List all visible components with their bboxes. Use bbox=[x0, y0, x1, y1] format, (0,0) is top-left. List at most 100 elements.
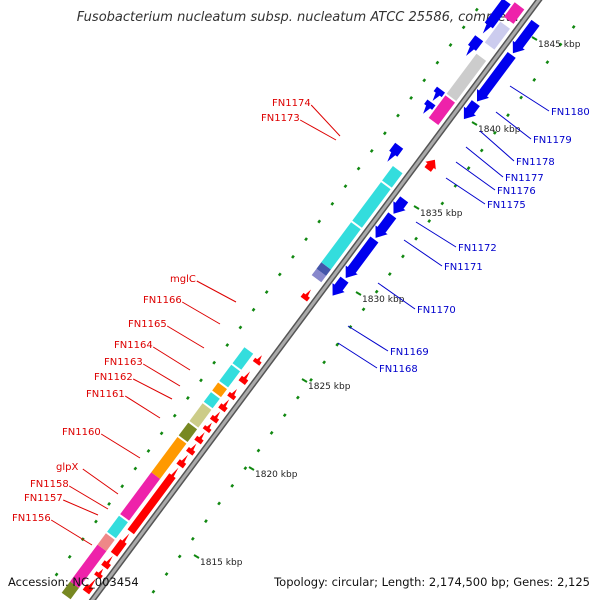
tick-dot-right bbox=[317, 219, 322, 224]
forward-gene-6 bbox=[186, 443, 197, 456]
tick-dot-right bbox=[369, 148, 374, 153]
forward-gene-0 bbox=[82, 578, 97, 595]
reverse-gene-outer-1 bbox=[423, 99, 436, 114]
gene-label-left: FN1163 bbox=[104, 357, 143, 368]
gene-label-left: FN1158 bbox=[30, 479, 69, 490]
kbp-axis-label: 1835 kbp bbox=[420, 209, 463, 219]
tick-dot-left bbox=[532, 77, 537, 82]
feature-gene-11 bbox=[232, 347, 254, 370]
leader-line-right bbox=[465, 146, 504, 178]
forward-gene-8 bbox=[202, 422, 212, 434]
kbp-tick-mark bbox=[531, 36, 538, 41]
right-block-gene-1 bbox=[316, 262, 331, 276]
forward-gene-1 bbox=[94, 568, 104, 580]
right-block-gene-8 bbox=[503, 2, 525, 24]
tick-dot-left bbox=[256, 448, 261, 453]
leader-line-right bbox=[455, 161, 496, 191]
tick-dot-right bbox=[120, 484, 125, 489]
leader-line-left bbox=[152, 346, 191, 371]
tick-dot-right bbox=[54, 572, 59, 577]
leader-line-right bbox=[403, 239, 443, 267]
tick-dot-left bbox=[387, 272, 392, 276]
gene-label-left: FN1174 bbox=[272, 98, 311, 109]
kbp-axis-label: 1840 kbp bbox=[478, 125, 521, 135]
reverse-gene-5 bbox=[477, 52, 516, 102]
tick-dot-left bbox=[440, 201, 445, 206]
tick-dot-left bbox=[466, 166, 471, 171]
kbp-tick-mark bbox=[471, 121, 478, 126]
leader-line-left bbox=[196, 280, 237, 303]
tick-dot-left bbox=[374, 289, 379, 294]
reverse-gene-2 bbox=[375, 212, 397, 238]
gene-label-left: FN1161 bbox=[86, 389, 125, 400]
leader-line-left bbox=[166, 325, 205, 349]
right-block-gene-0 bbox=[311, 268, 327, 283]
tick-dot-right bbox=[107, 501, 111, 506]
gene-label-left: FN1164 bbox=[114, 340, 153, 351]
feature-gene-5 bbox=[151, 437, 187, 479]
tick-dot-right bbox=[238, 325, 243, 330]
reverse-gene-6 bbox=[512, 19, 540, 54]
forward-gene-9 bbox=[209, 411, 221, 424]
leader-line-left bbox=[50, 519, 93, 546]
tick-dot-right bbox=[422, 78, 427, 83]
gene-label-left: FN1157 bbox=[24, 493, 63, 504]
forward-gene-10 bbox=[218, 399, 230, 413]
tick-dot-right bbox=[199, 378, 203, 383]
kbp-tick-mark bbox=[248, 466, 255, 471]
forward-gene-2 bbox=[101, 555, 113, 570]
feature-gene-4 bbox=[120, 472, 161, 521]
tick-dot-left bbox=[269, 430, 274, 435]
tick-dot-right bbox=[225, 343, 230, 347]
leader-line-left bbox=[299, 119, 337, 141]
tick-dot-right bbox=[435, 60, 440, 65]
tick-dot-right bbox=[474, 7, 479, 12]
leader-line-left bbox=[132, 378, 173, 400]
gene-label-right: FN1180 bbox=[551, 107, 590, 118]
tick-dot-left bbox=[190, 536, 195, 541]
kbp-tick-mark bbox=[193, 554, 200, 559]
leader-line-right bbox=[479, 130, 515, 162]
tick-dot-right bbox=[277, 272, 282, 277]
tick-dot-right bbox=[396, 113, 400, 118]
tick-dot-left bbox=[230, 483, 235, 488]
tick-dot-right bbox=[185, 396, 190, 400]
reverse-gene-outer-2 bbox=[432, 86, 445, 101]
gene-label-left: glpX bbox=[56, 462, 78, 473]
gene-label-right: FN1178 bbox=[516, 157, 555, 168]
tick-dot-right bbox=[343, 184, 348, 189]
tick-dot-right bbox=[159, 431, 164, 436]
gene-label-left: FN1156 bbox=[12, 513, 51, 524]
map-title: Fusobacterium nucleatum subsp. nucleatum… bbox=[76, 10, 524, 25]
leader-line-left bbox=[63, 499, 99, 516]
right-block-gene-4 bbox=[382, 166, 403, 188]
tick-dot-left bbox=[309, 377, 313, 382]
leader-line-left bbox=[310, 104, 341, 137]
forward-gene-14 bbox=[300, 289, 311, 302]
tick-dot-left bbox=[401, 254, 405, 259]
tick-dot-left bbox=[217, 501, 221, 506]
reverse-gene-outer-0 bbox=[387, 142, 404, 162]
tick-dot-right bbox=[212, 360, 217, 365]
feature-gene-2 bbox=[97, 533, 115, 552]
feature-gene-10 bbox=[219, 364, 241, 388]
leader-line-left bbox=[82, 468, 119, 495]
kbp-axis-label: 1845 kbp bbox=[538, 40, 581, 50]
kbp-axis-label: 1825 kbp bbox=[308, 382, 351, 392]
right-block-gene-7 bbox=[484, 21, 510, 50]
forward-gene-12 bbox=[238, 371, 251, 385]
tick-dot-left bbox=[177, 554, 182, 559]
tick-dot-left bbox=[204, 519, 208, 524]
tick-dot-left bbox=[361, 307, 366, 312]
kbp-axis-label: 1815 kbp bbox=[200, 558, 243, 568]
leader-line-left bbox=[181, 301, 221, 325]
right-block-gene-6 bbox=[446, 53, 487, 101]
right-block-gene-5 bbox=[428, 95, 455, 125]
tick-dot-left bbox=[545, 60, 550, 65]
tick-dot-left bbox=[282, 413, 287, 418]
tick-dot-right bbox=[67, 554, 72, 559]
tick-dot-left bbox=[492, 130, 497, 135]
gene-label-right: FN1169 bbox=[390, 347, 429, 358]
